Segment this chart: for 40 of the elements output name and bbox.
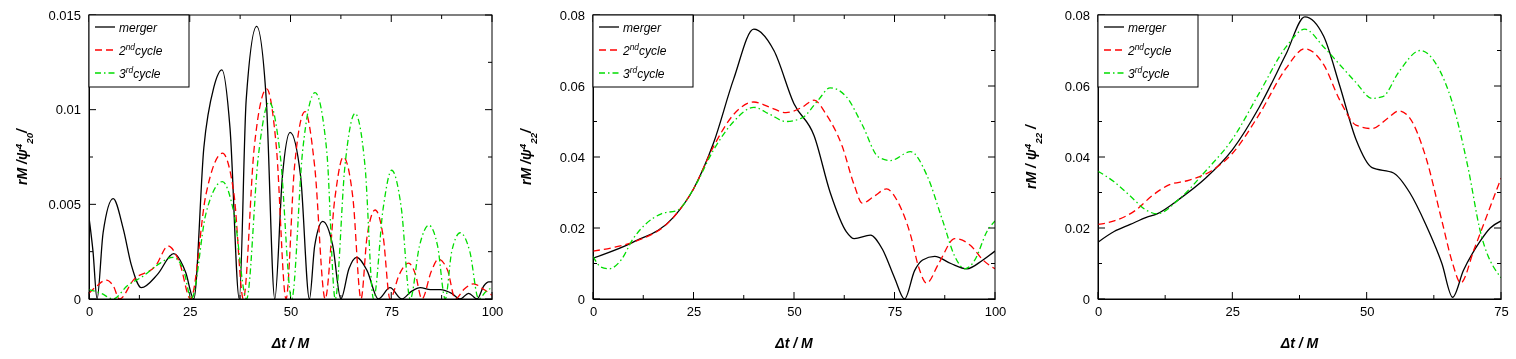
x-tick-label: 50 bbox=[283, 304, 299, 320]
y-tick-label: 0.08 bbox=[1064, 7, 1090, 23]
x-tick-label: 100 bbox=[481, 304, 504, 320]
legend-label: merger bbox=[119, 21, 159, 35]
x-tick-label: 0 bbox=[1094, 304, 1103, 320]
x-tick-label: 75 bbox=[1494, 304, 1509, 320]
y-tick-label: 0.04 bbox=[559, 149, 585, 165]
x-tick-label: 0 bbox=[589, 304, 598, 320]
legend-label: 3$^{rd}$cycle bbox=[119, 65, 161, 81]
y-tick-label: 0 bbox=[73, 291, 81, 307]
x-tick-label: 25 bbox=[686, 304, 702, 320]
x-axis-title: Δt / M bbox=[1279, 335, 1319, 351]
x-tick-label: 25 bbox=[183, 304, 198, 320]
legend-label: 3$^{rd}$cycle bbox=[623, 65, 665, 81]
x-tick-label: 50 bbox=[1359, 304, 1375, 320]
x-axis-title: Δt / M bbox=[270, 335, 310, 351]
y-tick-label: 0.06 bbox=[559, 78, 585, 94]
x-tick-label: 0 bbox=[85, 304, 94, 320]
y-tick-label: 0.02 bbox=[1064, 220, 1090, 236]
y-tick-label: 0.01 bbox=[55, 102, 81, 118]
x-tick-label: 75 bbox=[384, 304, 399, 320]
y-tick-label: 0 bbox=[577, 291, 585, 307]
legend-label: 3$^{rd}$cycle bbox=[1128, 65, 1170, 81]
legend-label: merger bbox=[1128, 21, 1168, 35]
x-tick-label: 25 bbox=[1225, 304, 1241, 320]
x-axis-title: Δt / M bbox=[774, 335, 814, 351]
y-tick-label: 0.04 bbox=[1064, 149, 1090, 165]
legend-label: 2$^{nd}$cycle bbox=[118, 42, 163, 58]
x-tick-label: 100 bbox=[984, 304, 1007, 320]
legend-label: 2$^{nd}$cycle bbox=[1127, 42, 1172, 58]
x-tick-label: 50 bbox=[787, 304, 802, 320]
y-tick-label: 0.02 bbox=[559, 220, 585, 236]
y-tick-label: 0 bbox=[1082, 291, 1090, 307]
y-tick-label: 0.015 bbox=[48, 7, 81, 23]
y-tick-label: 0.08 bbox=[559, 7, 585, 23]
x-tick-label: 75 bbox=[887, 304, 903, 320]
y-tick-label: 0.005 bbox=[48, 196, 81, 212]
legend-label: merger bbox=[623, 21, 663, 35]
y-tick-label: 0.06 bbox=[1064, 78, 1090, 94]
legend-label: 2$^{nd}$cycle bbox=[622, 42, 667, 58]
